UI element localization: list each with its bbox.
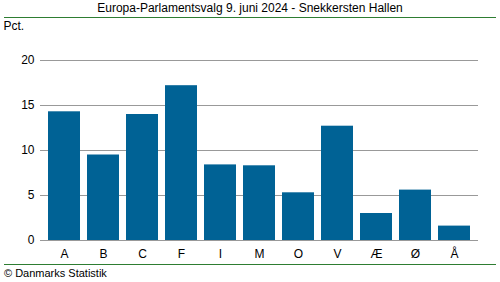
svg-text:5: 5 (28, 188, 35, 202)
svg-text:15: 15 (21, 98, 35, 112)
svg-text:A: A (60, 247, 68, 261)
svg-text:Pct.: Pct. (4, 19, 25, 33)
svg-text:F: F (178, 247, 185, 261)
svg-text:Æ: Æ (371, 247, 383, 261)
svg-text:C: C (138, 247, 147, 261)
svg-text:B: B (99, 247, 107, 261)
html-text:Europa-Parlamentsvalg 9. juni: Europa-Parlamentsvalg 9. juni 2024 - Sne… (97, 1, 403, 15)
svg-text:Ø: Ø (411, 247, 420, 261)
svg-text:10: 10 (21, 143, 35, 157)
svg-text:I: I (219, 247, 222, 261)
svg-text:V: V (333, 247, 341, 261)
html-text:© Danmarks Statistik: © Danmarks Statistik (4, 267, 107, 279)
svg-text:20: 20 (21, 53, 35, 67)
svg-text:M: M (255, 247, 265, 261)
svg-text:O: O (294, 247, 303, 261)
svg-text:Å: Å (450, 246, 458, 261)
svg-text:0: 0 (28, 233, 35, 247)
